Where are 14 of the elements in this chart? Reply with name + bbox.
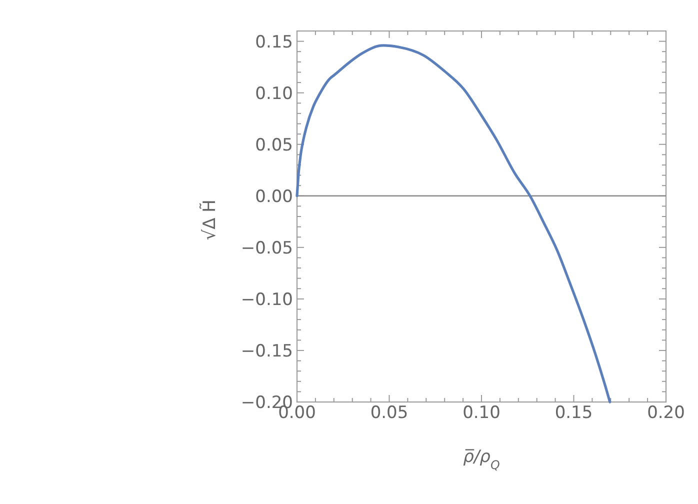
y-tick-label: 0.00 [255, 186, 293, 207]
y-axis-title: √Δ H̃ [198, 200, 220, 240]
y-tick-label: −0.15 [240, 341, 293, 362]
x-tick-label: 0.20 [647, 403, 685, 423]
x-tick-label: 0.10 [462, 403, 500, 423]
y-tick-label: 0.15 [255, 32, 293, 52]
y-tick-label: −0.10 [240, 290, 293, 310]
y-tick-label: 0.10 [255, 84, 293, 104]
x-tick-label: 0.05 [370, 403, 408, 423]
x-tick-label: 0.15 [554, 403, 593, 423]
y-tick-label: 0.05 [255, 135, 293, 156]
y-tick-label: −0.05 [240, 238, 293, 258]
x-axis-title: ρ̅/ρ$_{Q}$ [463, 447, 500, 472]
line-series [296, 44, 612, 404]
